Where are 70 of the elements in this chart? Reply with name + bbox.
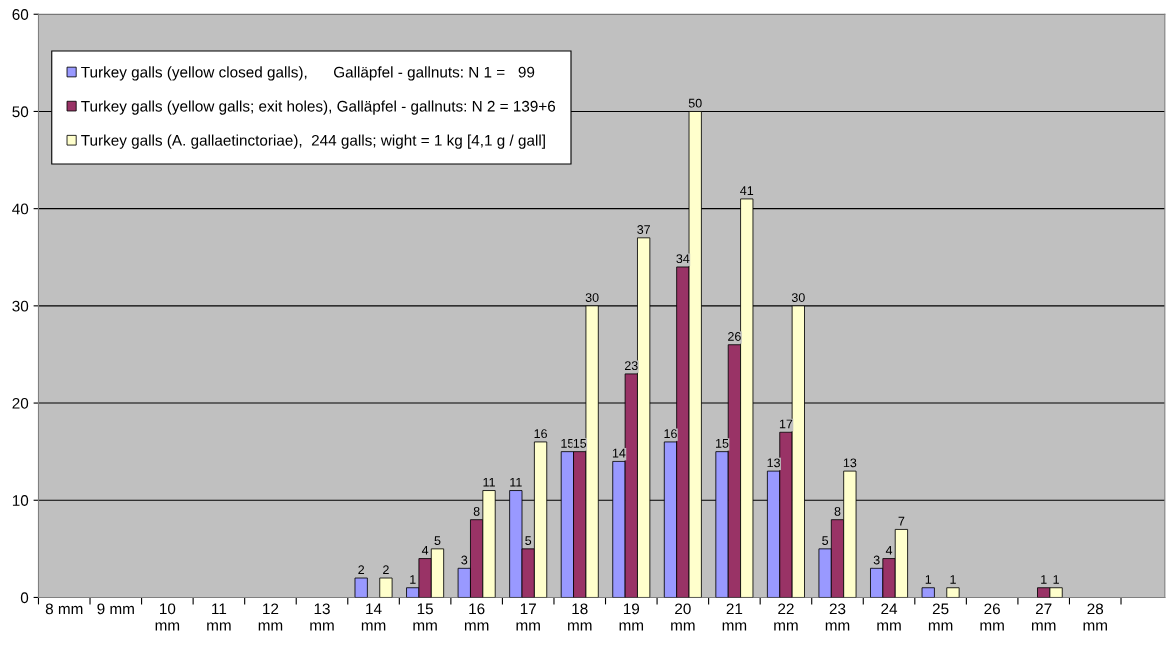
bar [379,577,393,598]
data-label: 4 [421,545,429,555]
x-tick-label: 15 mm [413,603,437,631]
x-tick-label: 17 mm [516,603,540,631]
y-tick-label: 20 [12,397,29,409]
data-label: 11 [483,477,495,487]
data-label: 5 [434,536,441,545]
data-label: 1 [925,575,932,584]
data-label: 15 [716,439,729,448]
y-tick-label: 30 [12,300,29,312]
data-label: 34 [676,254,690,264]
data-label: 1 [1041,575,1047,584]
data-label: 16 [534,429,547,439]
data-label: 23 [624,361,638,371]
y-tick-label: 40 [12,203,29,215]
data-label: 1 [1053,575,1059,584]
x-tick-label: 20 mm [671,603,695,631]
y-tick-label: 0 [20,592,29,604]
data-label: 1 [950,575,956,584]
data-label: 8 [834,506,841,516]
data-label: 17 [779,419,793,429]
data-label: 13 [767,458,780,468]
x-tick-label: 12 mm [258,603,283,631]
data-label: 2 [358,565,365,575]
legend-label: Turkey galls (yellow closed galls), Galläpfel - gallnuts: N 1 = 99 [81,66,535,81]
x-tick-label: 18 mm [568,603,592,631]
data-label: 4 [885,545,893,555]
data-label: 50 [688,98,702,108]
y-tick-label: 10 [12,495,29,506]
bar [354,577,368,598]
data-label: 37 [637,225,650,234]
x-tick-label: 16 mm [464,603,489,631]
x-tick-label: 27 mm [1031,603,1056,631]
data-label: 41 [740,186,754,195]
data-label: 3 [873,555,880,565]
bar [946,587,960,598]
data-label: 8 [473,506,480,516]
data-label: 11 [510,477,522,487]
data-label: 30 [791,293,805,302]
x-tick-label: 21 mm [722,603,747,631]
x-tick-label: 24 mm [877,603,901,631]
x-tick-label: 28 mm [1083,603,1107,631]
y-tick-label: 60 [12,9,29,20]
x-tick-label: 26 mm [980,603,1004,631]
x-tick-label: 9 mm [97,603,134,615]
data-label: 5 [525,536,532,545]
data-label: 7 [898,516,905,526]
x-tick-label: 10 mm [155,603,180,631]
x-tick-label: 19 mm [619,603,644,631]
data-label: 30 [585,293,599,302]
data-label: 26 [728,332,741,341]
data-label: 15 [573,439,587,448]
x-tick-label: 23 mm [825,603,850,631]
y-tick-label: 50 [12,106,29,118]
data-label: 13 [843,458,857,468]
data-label: 5 [822,536,829,545]
x-tick-label: 13 mm [310,603,334,631]
x-tick-label: 25 mm [928,603,953,631]
data-label: 1 [410,575,416,584]
x-tick-label: 11 mm [207,603,231,631]
x-tick-label: 14 mm [361,603,386,631]
legend-label: Turkey galls (yellow galls; exit holes), Galläpfel - gallnuts: N 2 = 139+6 [81,100,556,115]
data-label: 14 [612,448,626,458]
data-label: 2 [383,565,389,575]
bar [921,587,935,598]
x-tick-label: 22 mm [774,603,798,631]
data-label: 3 [461,555,468,565]
legend-label: Turkey galls (A. gallaetinctoriae), 244 galls; wight = 1 kg [4,1 g / gall] [81,134,545,149]
x-tick-label: 8 mm [45,603,83,615]
data-label: 16 [664,429,677,439]
